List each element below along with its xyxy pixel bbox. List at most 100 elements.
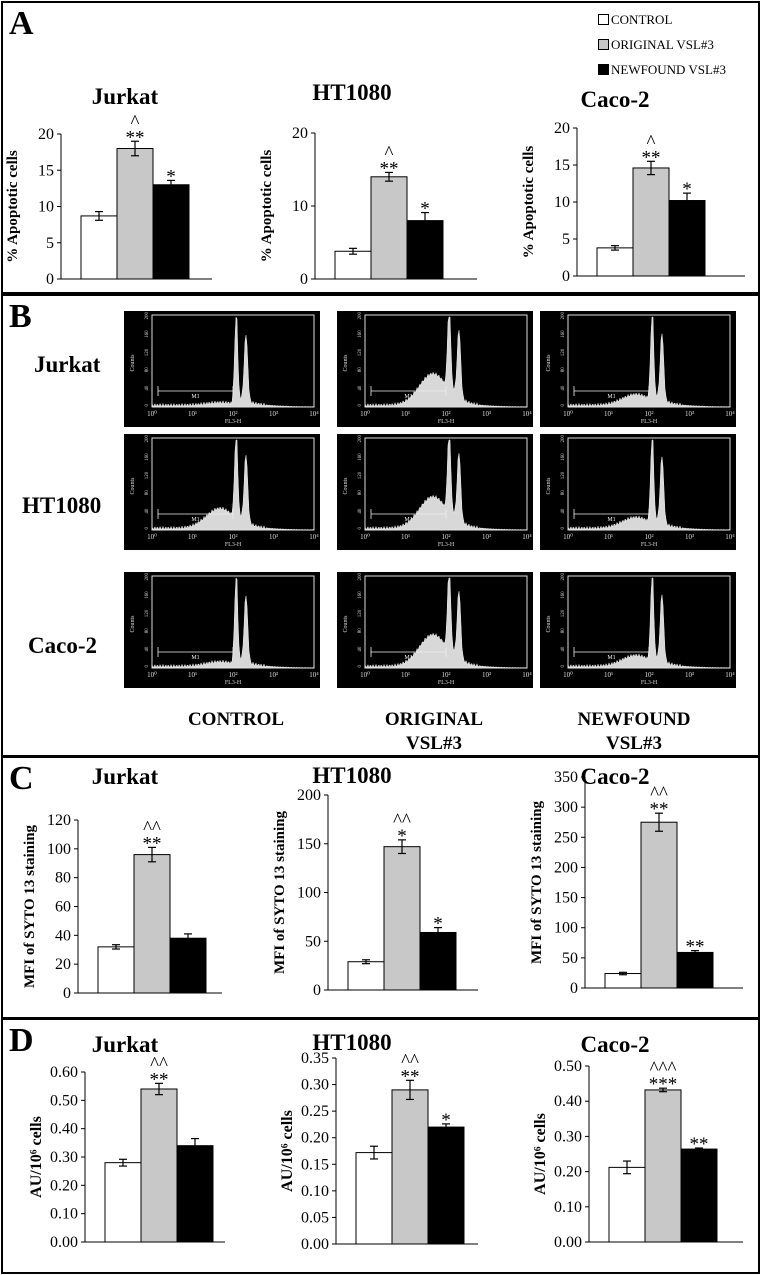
y-tick-label: 150 xyxy=(297,836,321,853)
bar-newfound xyxy=(668,200,706,277)
histogram-curve xyxy=(151,316,315,408)
y-axis-label: % Apoptotic cells xyxy=(259,150,275,263)
y-tick-label: 0.05 xyxy=(301,1209,329,1226)
histogram-y-tick: 200 xyxy=(145,573,150,581)
histogram-x-tick: 10¹ xyxy=(401,410,410,418)
bar-newfound xyxy=(676,951,714,989)
histogram-x-tick: 10² xyxy=(228,671,237,679)
y-tick-label: 15 xyxy=(554,157,570,174)
histogram-y-tick: 160 xyxy=(145,330,150,338)
flow-histogram-plot: 0 40 80 120 160 200 Counts 10⁰ 10¹ 10² 10³ 10⁴ FL3-H… xyxy=(130,573,319,687)
legend-item-control: CONTROL xyxy=(598,7,726,32)
histogram-y-tick: 200 xyxy=(561,573,566,581)
significance-label: ^^ xyxy=(650,783,668,804)
panel-letter-a: A xyxy=(9,5,34,42)
histogram-y-tick: 80 xyxy=(358,490,363,496)
y-tick-label: 0.20 xyxy=(50,1177,78,1194)
histogram-y-tick: 160 xyxy=(358,453,363,461)
histogram-y-label: Counts xyxy=(546,354,552,372)
y-tick-label: 100 xyxy=(554,920,578,937)
histogram-x-tick: 10⁰ xyxy=(147,533,157,541)
y-tick-label: 0 xyxy=(300,271,308,288)
histogram-y-tick: 0 xyxy=(561,404,566,407)
y-axis-label: MFI of SYTO 13 staining xyxy=(22,824,38,988)
histogram-x-tick: 10³ xyxy=(269,533,278,541)
histogram-x-label: FL3-H xyxy=(641,542,658,548)
y-tick-label: 200 xyxy=(554,859,578,876)
significance-label: * xyxy=(397,826,407,847)
histogram-y-tick: 40 xyxy=(358,385,363,391)
panel-letter-b: B xyxy=(9,298,32,335)
histogram-gate-label: M1 xyxy=(607,655,615,661)
flow-histogram: 0 40 80 120 160 200 Counts 10⁰ 10¹ 10² 10³ 10⁴ FL3-H… xyxy=(124,572,320,688)
bar-control xyxy=(80,215,118,280)
histogram-x-tick: 10³ xyxy=(685,410,694,418)
histogram-y-tick: 200 xyxy=(358,435,363,443)
legend-label-newfound: NEWFOUND VSL#3 xyxy=(611,61,726,77)
histogram-x-tick: 10² xyxy=(441,533,450,541)
y-tick-label: 10 xyxy=(38,199,54,216)
histogram-y-tick: 40 xyxy=(561,385,566,391)
histogram-y-tick: 160 xyxy=(561,453,566,461)
histogram-x-tick: 10¹ xyxy=(188,533,197,541)
significance-label: ^ xyxy=(131,111,140,132)
y-tick-label: 0.15 xyxy=(301,1156,329,1173)
y-tick-label: 50 xyxy=(305,933,321,950)
histogram-x-tick: 10⁰ xyxy=(360,671,370,679)
histogram-x-tick: 10² xyxy=(441,410,450,418)
significance-label: ** xyxy=(686,937,705,958)
histogram-y-tick: 120 xyxy=(358,609,363,617)
flow-histogram-plot: 0 40 80 120 160 200 Counts 10⁰ 10¹ 10² 10³ 10⁴ FL3-H… xyxy=(343,435,532,549)
panel-a: A CONTROL ORIGINAL VSL#3 NEWFOUND VSL#3 xyxy=(1,1,760,294)
y-tick-label: 0 xyxy=(570,980,578,997)
significance-label: ** xyxy=(650,799,669,820)
histogram-y-tick: 40 xyxy=(358,646,363,652)
significance-label: * xyxy=(420,199,430,220)
significance-label: * xyxy=(441,1110,451,1131)
chart-title: Jurkat xyxy=(92,84,159,109)
flow-histogram-plot: 0 40 80 120 160 200 Counts 10⁰ 10¹ 10² 10³ 10⁴ FL3-H… xyxy=(343,573,532,687)
legend-swatch-newfound xyxy=(598,64,609,75)
histogram-y-tick: 200 xyxy=(358,573,363,581)
bar-original xyxy=(383,846,421,991)
histogram-x-label: FL3-H xyxy=(438,680,455,686)
bar-original xyxy=(140,1088,178,1243)
histogram-x-tick: 10² xyxy=(644,533,653,541)
histogram-y-tick: 40 xyxy=(145,508,150,513)
histogram-gate-label: M1 xyxy=(191,517,199,523)
y-tick-label: 0.30 xyxy=(50,1149,78,1166)
histogram-x-label: FL3-H xyxy=(438,419,455,425)
bar-control xyxy=(347,961,385,991)
histogram-x-tick: 10² xyxy=(228,410,237,418)
y-tick-label: 0.30 xyxy=(301,1077,329,1094)
histogram-x-label: FL3-H xyxy=(641,419,658,425)
bar-control xyxy=(604,973,642,989)
bar-control xyxy=(97,946,135,994)
histogram-y-tick: 0 xyxy=(358,665,363,668)
y-tick-label: 60 xyxy=(55,899,71,916)
y-tick-label: 20 xyxy=(38,126,54,143)
bar-original xyxy=(640,821,678,989)
flow-histogram: 0 40 80 120 160 200 Counts 10⁰ 10¹ 10² 10³ 10⁴ FL3-H… xyxy=(337,572,533,688)
chart-title: Caco-2 xyxy=(581,764,650,789)
histogram-x-tick: 10³ xyxy=(482,533,491,541)
histogram-y-tick: 120 xyxy=(561,471,566,479)
y-tick-label: 350 xyxy=(554,769,578,786)
histogram-y-label: Counts xyxy=(130,477,136,495)
bar-newfound xyxy=(169,937,207,994)
legend-swatch-original xyxy=(598,39,609,50)
histogram-y-tick: 160 xyxy=(561,591,566,599)
y-tick-label: 20 xyxy=(554,120,570,137)
flow-histogram: 0 40 80 120 160 200 Counts 10⁰ 10¹ 10² 10³ 10⁴ FL3-H… xyxy=(540,434,736,550)
histogram-y-tick: 200 xyxy=(145,312,150,320)
histogram-y-tick: 120 xyxy=(145,609,150,617)
histogram-x-label: FL3-H xyxy=(225,419,242,425)
histogram-x-tick: 10⁴ xyxy=(309,671,319,679)
significance-label: ^^ xyxy=(393,810,411,831)
significance-label: ** xyxy=(143,833,162,854)
histogram-x-label: FL3-H xyxy=(438,542,455,548)
histogram-x-tick: 10¹ xyxy=(401,671,410,679)
histogram-x-tick: 10¹ xyxy=(604,410,613,418)
histogram-x-tick: 10³ xyxy=(482,410,491,418)
